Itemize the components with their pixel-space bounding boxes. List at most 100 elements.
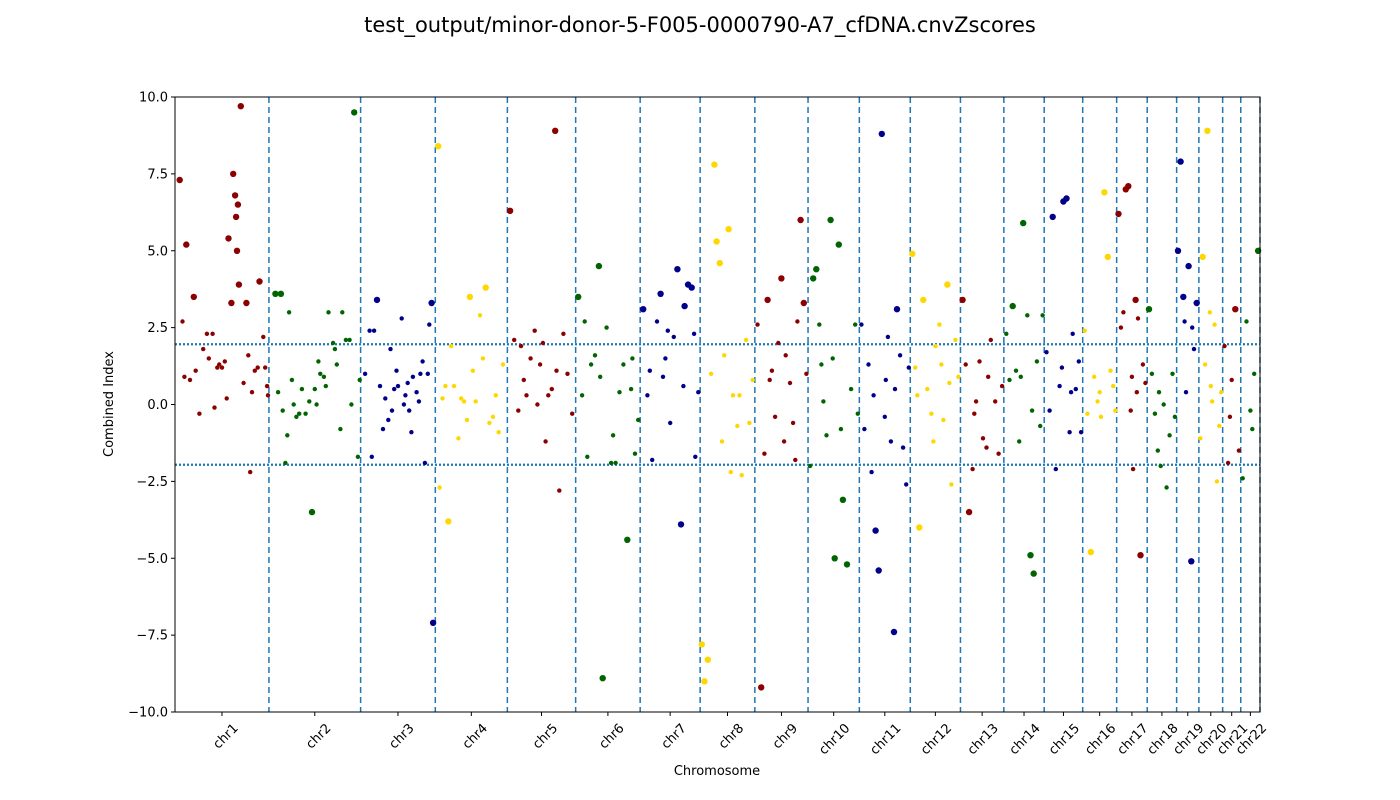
data-point — [1149, 371, 1155, 376]
data-point — [1068, 390, 1074, 395]
data-point — [1137, 552, 1144, 559]
data-point — [821, 399, 826, 404]
data-point — [875, 567, 882, 574]
data-point — [640, 306, 647, 313]
data-point — [906, 365, 911, 370]
y-tick-label: 5.0 — [147, 244, 168, 259]
data-point — [1118, 325, 1124, 330]
data-point — [537, 362, 543, 367]
data-point — [286, 310, 292, 315]
data-point — [428, 299, 435, 307]
data-point — [1140, 362, 1146, 367]
data-point — [521, 377, 526, 383]
y-tick-label: −7.5 — [136, 629, 168, 644]
data-point — [1185, 262, 1192, 270]
data-point — [650, 457, 655, 463]
data-point — [369, 454, 374, 459]
data-point — [915, 393, 920, 398]
data-point — [285, 433, 290, 438]
data-point — [1182, 319, 1187, 324]
data-point — [338, 426, 343, 432]
data-point — [862, 426, 867, 432]
data-point — [180, 319, 185, 324]
data-point — [1244, 319, 1249, 324]
data-point — [878, 130, 885, 138]
data-point — [330, 340, 336, 346]
data-point — [636, 417, 641, 423]
data-point — [255, 365, 260, 370]
data-point — [1229, 377, 1234, 383]
data-point — [449, 343, 454, 349]
data-point — [383, 396, 388, 401]
data-point — [660, 374, 666, 379]
data-point — [755, 322, 760, 327]
data-point — [972, 411, 977, 416]
data-point — [1049, 213, 1056, 221]
data-point — [347, 337, 352, 343]
data-point — [630, 356, 635, 361]
data-point — [420, 359, 425, 364]
data-point — [610, 433, 616, 438]
data-point — [674, 266, 681, 273]
data-point — [418, 371, 423, 376]
data-point — [1161, 402, 1166, 407]
data-point — [265, 393, 271, 398]
data-point — [470, 368, 475, 373]
data-point — [1125, 183, 1132, 190]
data-point — [999, 383, 1005, 389]
data-point — [1078, 430, 1084, 435]
data-point — [984, 445, 989, 450]
data-point — [440, 396, 445, 401]
data-point — [719, 439, 725, 444]
data-point — [445, 518, 452, 525]
data-point — [437, 485, 442, 490]
data-point — [977, 359, 982, 364]
data-point — [395, 383, 401, 389]
data-point — [665, 328, 670, 333]
data-point — [598, 374, 603, 379]
data-point — [1040, 313, 1045, 318]
data-point — [1087, 548, 1095, 556]
data-point — [224, 396, 229, 401]
data-point — [456, 436, 461, 441]
data-point — [1143, 380, 1148, 386]
data-point — [407, 408, 412, 413]
data-point — [1183, 390, 1189, 395]
data-point — [933, 343, 938, 349]
data-point — [1132, 296, 1139, 304]
data-point — [1097, 390, 1102, 395]
data-point — [496, 430, 501, 435]
data-point — [913, 365, 918, 370]
data-point — [528, 356, 533, 361]
data-point — [843, 561, 851, 568]
data-point — [386, 417, 391, 423]
data-point — [443, 383, 448, 389]
data-point — [817, 322, 822, 327]
data-point — [1214, 479, 1220, 484]
data-point — [970, 466, 975, 472]
data-point — [473, 399, 478, 404]
data-point — [735, 423, 740, 429]
data-point — [831, 555, 838, 562]
data-point — [234, 201, 242, 208]
data-point — [388, 346, 393, 352]
data-point — [965, 508, 973, 516]
data-point — [477, 313, 483, 318]
data-point — [1098, 414, 1104, 419]
data-point — [518, 343, 524, 349]
data-point — [405, 380, 410, 386]
data-point — [931, 439, 936, 444]
data-point — [401, 402, 407, 407]
data-point — [308, 508, 316, 516]
y-axis-label: Combined Index — [102, 351, 117, 457]
data-point — [233, 247, 241, 254]
data-point — [1172, 414, 1178, 419]
data-point — [1129, 374, 1135, 379]
data-point — [711, 161, 718, 168]
data-point — [797, 216, 804, 224]
data-point — [1007, 377, 1012, 383]
data-point — [793, 457, 798, 463]
data-point — [351, 109, 358, 116]
data-point — [1076, 359, 1082, 364]
data-point — [762, 451, 767, 456]
